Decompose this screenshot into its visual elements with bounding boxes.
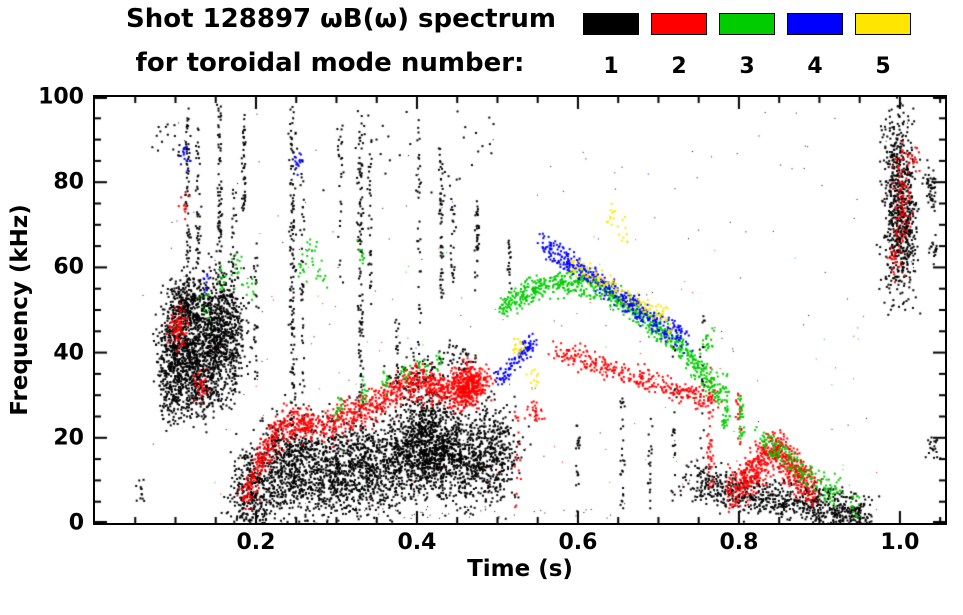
legend-swatch-mode-4: [787, 13, 843, 35]
legend-swatch-mode-5: [855, 13, 911, 35]
chart-title-line2: for toroidal mode number:: [135, 48, 525, 78]
x-tick-label-0.4: 0.4: [397, 530, 437, 555]
legend-cell-3: [713, 13, 781, 35]
y-tick-label-40: 40: [53, 340, 84, 366]
x-axis-label: Time (s): [467, 556, 573, 582]
legend-swatch-mode-2: [651, 13, 707, 35]
legend-cell-4: [781, 13, 849, 35]
x-tick-label-0.2: 0.2: [236, 530, 276, 555]
spectrogram-canvas: [95, 97, 945, 523]
plot-frame: [93, 95, 947, 525]
legend-label-mode-5: 5: [875, 54, 891, 79]
y-tick-label-80: 80: [53, 169, 84, 195]
y-tick-label-100: 100: [38, 84, 84, 110]
legend-numbers: 1 2 3 4 5: [577, 54, 917, 79]
x-tick-label-0.6: 0.6: [558, 530, 598, 555]
y-axis-label: Frequency (kHz): [7, 204, 33, 416]
legend-label-mode-4: 4: [807, 54, 823, 79]
legend-swatch-mode-3: [719, 13, 775, 35]
x-tick-label-1.0: 1.0: [880, 530, 920, 555]
legend-swatch-mode-1: [583, 13, 639, 35]
y-tick-label-0: 0: [68, 510, 84, 536]
legend: [577, 13, 917, 35]
chart-title-line1: Shot 128897 ωB(ω) spectrum: [126, 4, 556, 34]
legend-label-mode-3: 3: [739, 54, 755, 79]
x-tick-label-0.8: 0.8: [719, 530, 759, 555]
legend-label-mode-1: 1: [603, 54, 619, 79]
legend-cell-2: [645, 13, 713, 35]
legend-cell-5: [849, 13, 917, 35]
y-tick-label-60: 60: [53, 254, 84, 280]
legend-cell-1: [577, 13, 645, 35]
legend-label-mode-2: 2: [671, 54, 687, 79]
y-tick-label-20: 20: [53, 425, 84, 451]
